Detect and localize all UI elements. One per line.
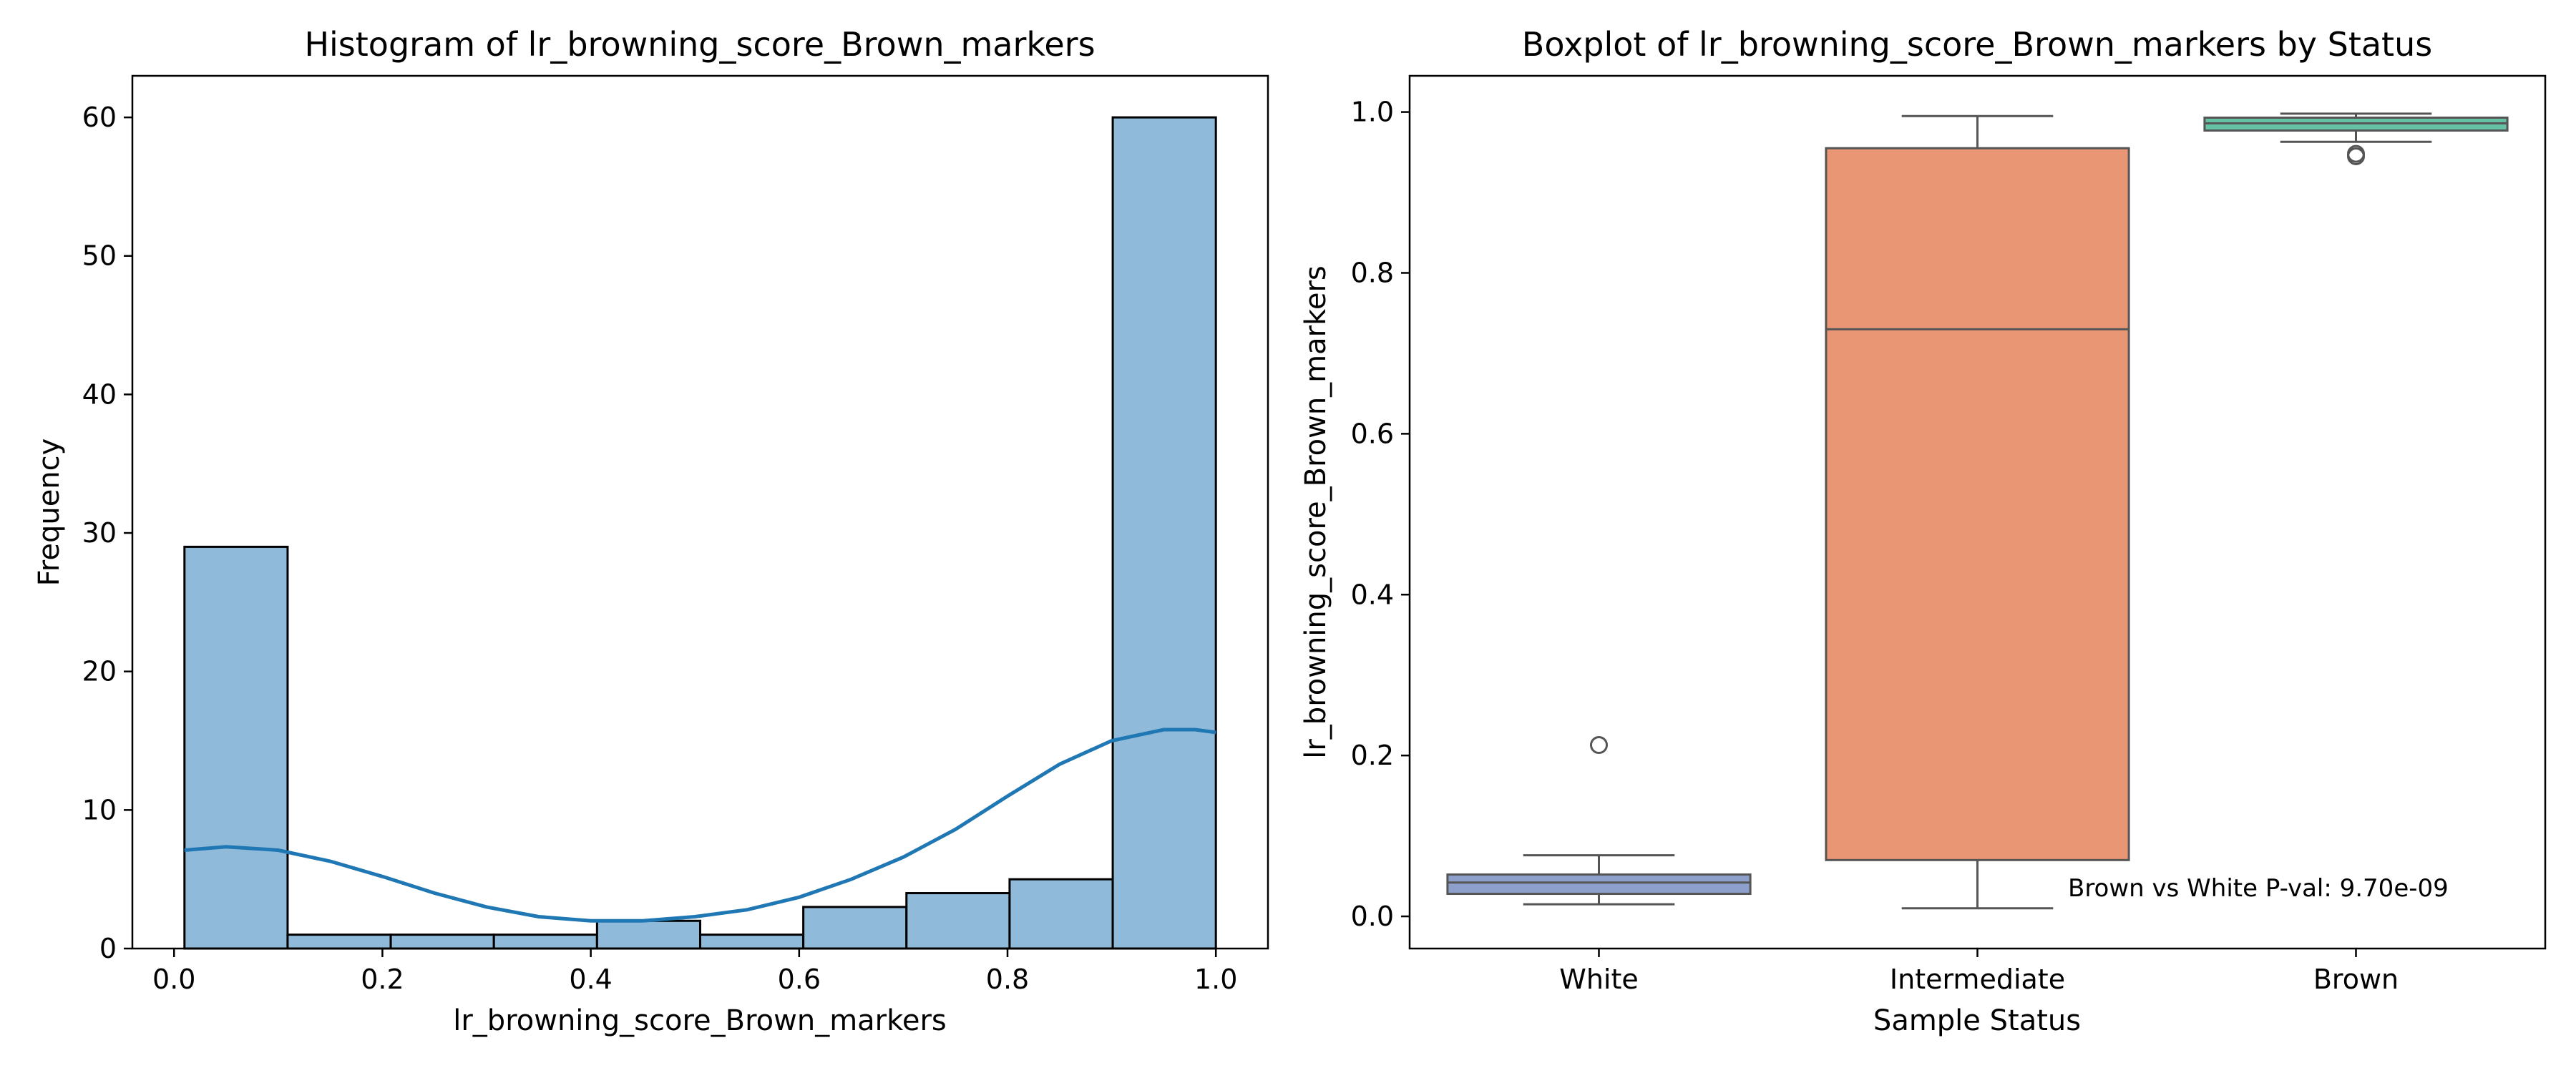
- histogram-bars: [183, 116, 1217, 950]
- boxplot-y-tick-label: 0.0: [1351, 901, 1394, 932]
- histogram-bar: [286, 934, 392, 950]
- histogram-y-tick-label: 0: [99, 933, 117, 964]
- histogram-bar: [1111, 116, 1217, 950]
- histogram-x-tick-label: 0.8: [986, 964, 1029, 995]
- boxplot-outlier: [1590, 736, 1608, 755]
- boxplot-y-tick-label: 0.2: [1351, 740, 1394, 771]
- boxplot-y-ticks: 0.0 0.2 0.4 0.6 0.8 1.0: [1351, 97, 1410, 932]
- boxplot-box: [1825, 147, 2130, 861]
- boxplot-group: [1825, 114, 2130, 910]
- histogram-x-tick-label: 0.2: [361, 964, 404, 995]
- boxplot-y-tick-label: 0.6: [1351, 418, 1394, 449]
- boxplot-x-tick-label: Intermediate: [1890, 964, 2065, 995]
- boxplot-x-ticks: White Intermediate Brown: [1559, 949, 2399, 995]
- histogram-y-tick-label: 10: [82, 794, 117, 825]
- histogram-y-tick-label: 40: [82, 378, 117, 410]
- boxplot-box: [1446, 873, 1752, 896]
- boxplot-x-tick-label: White: [1559, 964, 1639, 995]
- boxplot-x-tick-label: Brown: [2313, 964, 2399, 995]
- boxplot-panel: Boxplot of lr_browning_score_Brown_marke…: [1299, 25, 2547, 1037]
- histogram-bar: [595, 919, 701, 950]
- histogram-x-label: lr_browning_score_Brown_markers: [453, 1004, 947, 1037]
- histogram-y-tick-label: 20: [82, 656, 117, 687]
- histogram-kde-line: [184, 727, 1216, 923]
- histogram-y-tick-label: 30: [82, 517, 117, 549]
- histogram-x-tick-label: 0.6: [778, 964, 821, 995]
- histogram-bar: [389, 934, 495, 950]
- histogram-y-label: Frequency: [33, 438, 66, 587]
- histogram-panel: Histogram of lr_browning_score_Brown_mar…: [33, 25, 1269, 1037]
- histogram-y-tick-label: 50: [82, 240, 117, 272]
- histogram-x-ticks: 0.0 0.2 0.4 0.6 0.8 1.0: [152, 949, 1237, 995]
- histogram-x-tick-label: 1.0: [1194, 964, 1237, 995]
- boxplot-annotation: Brown vs White P-val: 9.70e-09: [2068, 874, 2449, 903]
- histogram-x-tick-label: 0.0: [152, 964, 195, 995]
- boxplot-title: Boxplot of lr_browning_score_Brown_marke…: [1522, 25, 2432, 64]
- histogram-y-ticks: 0 10 20 30 40 50 60: [82, 102, 132, 964]
- histogram-bar: [492, 934, 598, 950]
- boxplot-boxes: [1446, 112, 2509, 910]
- boxplot-axes-frame: [1408, 74, 2547, 950]
- histogram-bar: [183, 545, 289, 950]
- boxplot-y-tick-label: 0.4: [1351, 579, 1394, 610]
- boxplot-group: [2203, 112, 2509, 165]
- histogram-title: Histogram of lr_browning_score_Brown_mar…: [304, 25, 1095, 64]
- histogram-bar: [699, 934, 805, 950]
- boxplot-y-label: lr_browning_score_Brown_markers: [1299, 265, 1332, 759]
- boxplot-y-tick-label: 1.0: [1351, 97, 1394, 128]
- boxplot-x-label: Sample Status: [1873, 1004, 2081, 1037]
- histogram-bar: [1008, 878, 1114, 950]
- histogram-bar: [802, 906, 908, 950]
- boxplot-group: [1446, 736, 1752, 906]
- histogram-y-tick-label: 60: [82, 102, 117, 133]
- histogram-x-tick-label: 0.4: [569, 964, 612, 995]
- boxplot-y-tick-label: 0.8: [1351, 257, 1394, 288]
- histogram-bar: [905, 892, 1011, 950]
- histogram-axes-frame: [131, 74, 1269, 950]
- boxplot-outlier: [2347, 147, 2365, 165]
